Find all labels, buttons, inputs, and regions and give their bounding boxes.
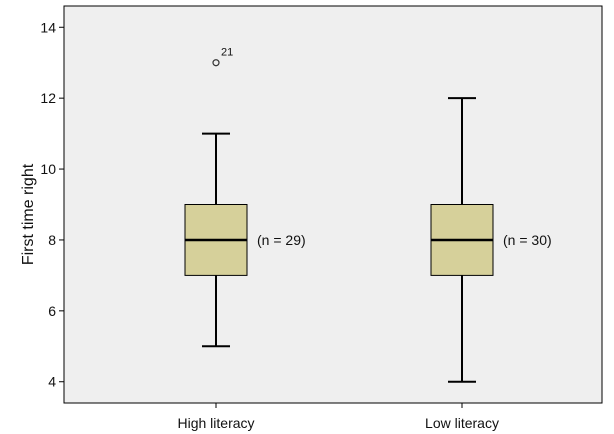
- box-group: (n = 30): [430, 97, 552, 383]
- sample-size-label: (n = 29): [257, 232, 306, 248]
- y-tick-label: 14: [40, 19, 56, 35]
- y-axis: 4 6 8 10 12 14: [40, 19, 64, 390]
- y-tick-label: 4: [48, 374, 56, 390]
- y-tick-label: 12: [40, 90, 56, 106]
- y-tick-label: 8: [48, 232, 56, 248]
- sample-size-label: (n = 30): [503, 232, 552, 248]
- x-axis: High literacy Low literacy: [177, 403, 499, 431]
- y-tick-label: 6: [48, 303, 56, 319]
- y-axis-title: First time right: [20, 163, 37, 265]
- outlier-label: 21: [221, 47, 233, 59]
- plot-area: [63, 5, 603, 404]
- x-category-label: High literacy: [177, 415, 254, 431]
- x-category-label: Low literacy: [425, 415, 499, 431]
- box-group: (n = 29) 21: [184, 47, 306, 348]
- y-tick-label: 10: [40, 161, 56, 177]
- outlier-point: [212, 59, 220, 67]
- box-series: (n = 29) 21 (n = 30): [184, 47, 552, 383]
